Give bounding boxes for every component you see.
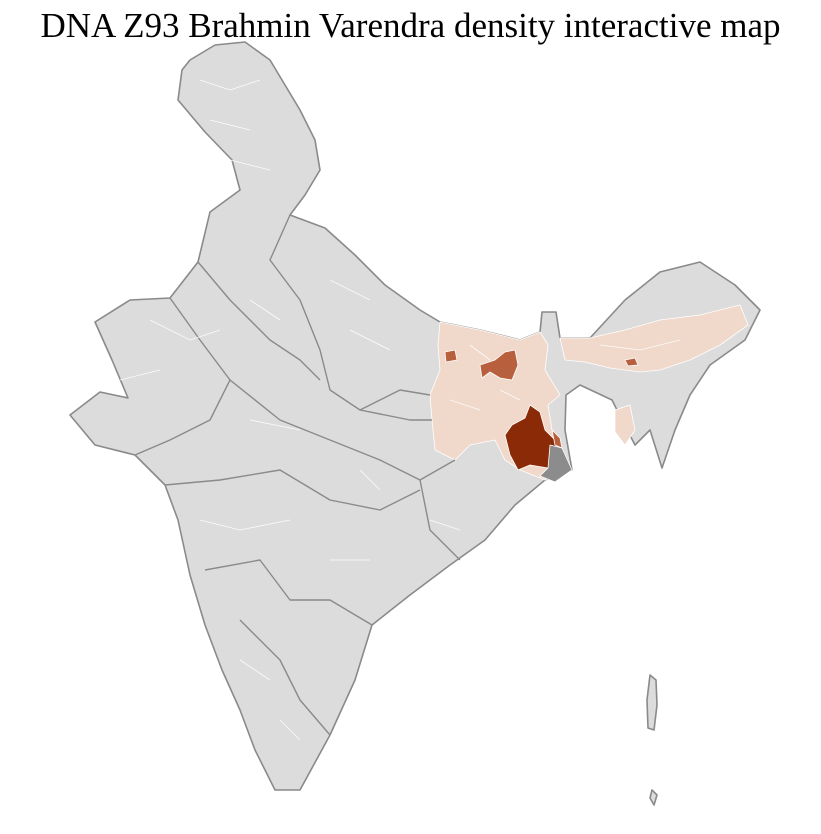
region-medium-bihar-2[interactable] <box>479 349 519 381</box>
india-mainland[interactable] <box>69 41 761 791</box>
region-high-south-bengal[interactable] <box>504 404 561 471</box>
internal-borders <box>134 214 461 736</box>
andaman-islands[interactable] <box>646 674 658 806</box>
region-medium-bengal-coast[interactable] <box>551 429 563 449</box>
district-borders <box>119 79 681 741</box>
region-low-tripura[interactable] <box>614 404 636 446</box>
region-medium-assam[interactable] <box>624 357 639 367</box>
region-medium-bihar-1[interactable] <box>444 349 458 363</box>
region-low-northeast[interactable] <box>559 304 749 373</box>
map-title: DNA Z93 Brahmin Varendra density interac… <box>40 6 781 45</box>
